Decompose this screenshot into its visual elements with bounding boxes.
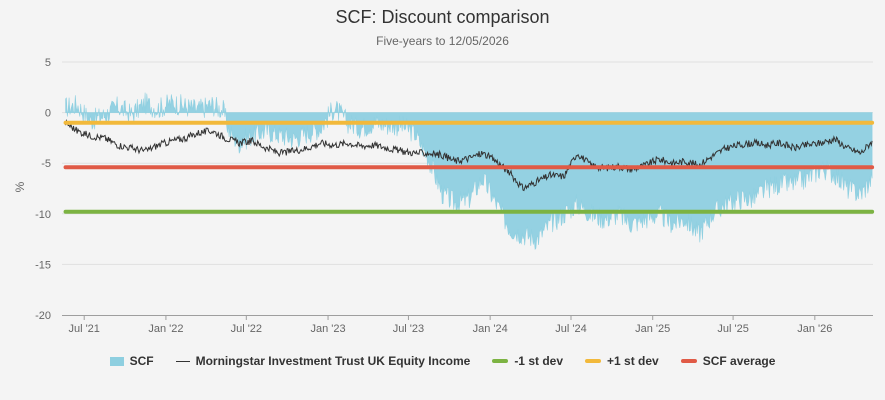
legend-swatch <box>585 359 601 363</box>
x-tick-label: Jan '25 <box>635 323 670 335</box>
x-tick-label: Jul '21 <box>68 323 99 335</box>
x-tick-label: Jan '24 <box>473 323 508 335</box>
y-tick-label: -20 <box>35 310 51 322</box>
x-tick-label: Jan '23 <box>310 323 345 335</box>
legend: SCF Morningstar Investment Trust UK Equit… <box>0 354 885 368</box>
legend-swatch <box>175 360 190 362</box>
x-tick-label: Jan '22 <box>148 323 183 335</box>
y-tick-label: 5 <box>45 57 51 69</box>
chart-subtitle: Five-years to 12/05/2026 <box>376 34 509 48</box>
x-tick-label: Jul '22 <box>231 323 262 335</box>
legend-label: SCF average <box>702 354 776 368</box>
y-tick-label: -15 <box>35 259 51 271</box>
x-tick-label: Jan '26 <box>797 323 832 335</box>
legend-label: Morningstar Investment Trust UK Equity I… <box>195 354 471 368</box>
y-axis-title: % <box>13 181 27 192</box>
scf-area <box>65 92 873 250</box>
x-tick-label: Jul '25 <box>717 323 748 335</box>
x-tick-label: Jul '24 <box>555 323 586 335</box>
y-tick-label: -10 <box>35 209 51 221</box>
x-tick-label: Jul '23 <box>393 323 424 335</box>
morningstar-line <box>65 118 873 192</box>
legend-item-scf[interactable]: SCF <box>109 354 154 368</box>
legend-label: +1 st dev <box>607 354 659 368</box>
legend-swatch <box>109 356 124 366</box>
legend-swatch <box>492 359 509 363</box>
series-layer <box>63 92 875 250</box>
axes: 5 0 -5 -10 -15 -20 Jul '21 Jan '22 Jul '22 Jan '2… <box>35 57 873 335</box>
legend-swatch <box>680 359 697 363</box>
y-tick-label: 0 <box>45 108 51 120</box>
legend-item-1-st-dev[interactable]: -1 st dev <box>492 354 563 368</box>
legend-item-1-st-dev[interactable]: +1 st dev <box>585 354 659 368</box>
chart-title: SCF: Discount comparison <box>335 7 550 27</box>
legend-item-scf-average[interactable]: SCF average <box>680 354 776 368</box>
legend-item-morningstar-investment-trust-uk-equity-income[interactable]: Morningstar Investment Trust UK Equity I… <box>175 354 471 368</box>
y-tick-label: -5 <box>41 158 51 170</box>
legend-label: -1 st dev <box>514 354 563 368</box>
legend-label: SCF <box>129 354 154 368</box>
